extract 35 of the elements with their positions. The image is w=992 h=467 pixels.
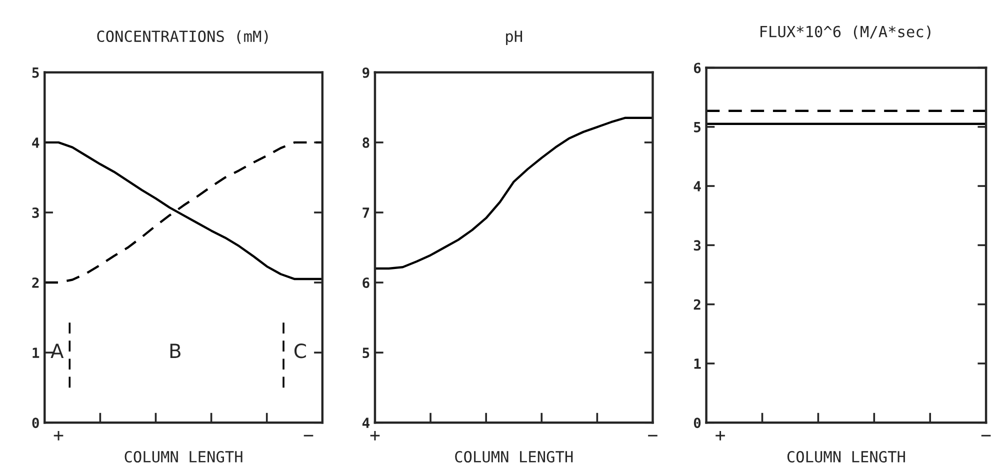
y-tick-label: 2 (694, 299, 700, 310)
annotation: C (294, 344, 306, 358)
y-tick-label: 2 (32, 278, 39, 288)
chart-title: CONCENTRATIONS (mM) (97, 30, 268, 44)
y-tick-label: 6 (694, 62, 701, 74)
y-tick-label: 1 (32, 348, 40, 358)
y-tick-label: 4 (362, 418, 370, 428)
x-axis-title: COLUMN LENGTH (787, 450, 905, 463)
y-tick-label: 0 (694, 418, 701, 428)
y-tick-label: 5 (362, 348, 370, 358)
x-tick-label: − (981, 434, 991, 436)
x-tick-label: − (304, 434, 314, 436)
line-series (374, 116, 653, 270)
y-tick-label: 3 (32, 207, 39, 218)
x-tick-label: + (716, 430, 725, 440)
chart-title: FLUX*10^6 (M/A*sec) (760, 26, 930, 40)
y-tick-label: 6 (362, 278, 370, 288)
chart-title: pH (506, 30, 522, 46)
x-tick-label: + (370, 430, 380, 440)
y-tick-label: 1 (694, 358, 701, 369)
x-tick-label: + (54, 430, 64, 440)
annotation: B (170, 344, 180, 358)
y-tick-label: 9 (362, 67, 370, 78)
y-tick-label: 7 (362, 208, 370, 218)
y-tick-label: 5 (32, 68, 39, 78)
annotation: A (50, 344, 64, 358)
x-axis-title: COLUMN LENGTH (455, 450, 573, 463)
y-tick-label: 0 (32, 418, 39, 428)
y-tick-label: 4 (32, 138, 40, 148)
y-tick-label: 3 (694, 240, 701, 251)
x-axis-title: COLUMN LENGTH (124, 450, 242, 463)
x-tick-label: − (648, 434, 658, 436)
y-tick-label: 4 (694, 181, 701, 192)
y-tick-label: 8 (362, 137, 370, 148)
y-tick-label: 5 (694, 122, 700, 132)
